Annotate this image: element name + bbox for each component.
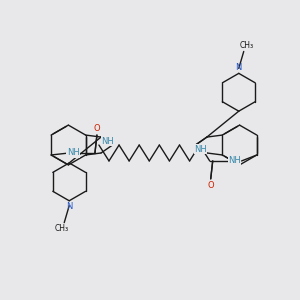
Text: NH: NH — [67, 148, 80, 158]
Text: CH₃: CH₃ — [54, 224, 68, 233]
Text: O: O — [207, 181, 214, 190]
Text: O: O — [94, 124, 100, 133]
Text: N: N — [236, 63, 242, 72]
Text: NH: NH — [101, 136, 114, 146]
Text: NH: NH — [228, 156, 241, 165]
Text: CH₃: CH₃ — [240, 41, 254, 50]
Text: NH: NH — [194, 145, 207, 154]
Text: N: N — [66, 202, 72, 211]
